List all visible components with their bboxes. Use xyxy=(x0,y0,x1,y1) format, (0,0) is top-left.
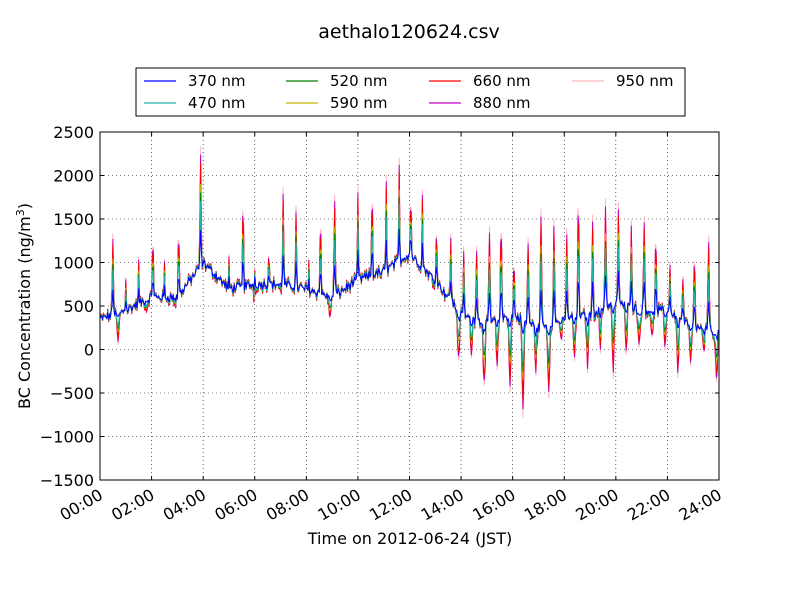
x-tick-label: 00:00 xyxy=(57,485,106,525)
tick-marks xyxy=(99,131,720,481)
legend-label: 520 nm xyxy=(330,72,388,90)
y-tick-label: −1500 xyxy=(40,471,94,490)
y-tick-label: 500 xyxy=(63,297,94,316)
legend-label: 880 nm xyxy=(473,94,531,112)
series-layer xyxy=(100,146,719,418)
x-tick-label: 08:00 xyxy=(263,485,312,525)
x-tick-label: 22:00 xyxy=(624,485,673,525)
x-tick-label: 20:00 xyxy=(572,485,621,525)
chart-title: aethalo120624.csv xyxy=(318,21,500,43)
y-axis-label-base: BC Concentration (ng/m xyxy=(15,216,34,409)
legend: 370 nm 470 nm 520 nm 590 nm 660 nm 880 nm 950 … xyxy=(135,67,686,117)
x-tick-label: 06:00 xyxy=(211,485,260,525)
legend-label: 370 nm xyxy=(188,72,246,90)
y-tick-label: 0 xyxy=(84,341,94,360)
y-axis-label-tail: ) xyxy=(15,203,34,209)
x-tick-label: 14:00 xyxy=(418,485,467,525)
series-line-370-nm xyxy=(100,228,719,341)
y-tick-label: 2000 xyxy=(53,167,94,186)
legend-label: 660 nm xyxy=(473,72,531,90)
y-tick-label: 1000 xyxy=(53,254,94,273)
legend-label: 590 nm xyxy=(330,94,388,112)
x-tick-labels: 00:00 02:00 04:00 06:00 08:00 10:00 12:00 14:00… xyxy=(57,485,725,525)
legend-label: 950 nm xyxy=(616,72,674,90)
x-tick-label: 10:00 xyxy=(314,485,363,525)
y-tick-label: 2500 xyxy=(53,123,94,142)
x-tick-label: 02:00 xyxy=(108,485,157,525)
x-tick-label: 16:00 xyxy=(469,485,518,525)
y-tick-labels: −1500 −1000 −500 0 500 1000 1500 2000 2500 xyxy=(40,123,94,490)
x-tick-label: 12:00 xyxy=(366,485,415,525)
y-axis-label-superscript: 3 xyxy=(14,209,27,216)
x-tick-label: 04:00 xyxy=(160,485,209,525)
x-tick-label: 18:00 xyxy=(521,485,570,525)
legend-label: 470 nm xyxy=(188,94,246,112)
y-tick-label: −1000 xyxy=(40,428,94,447)
y-axis-label: BC Concentration (ng/m3) xyxy=(14,203,34,409)
x-axis-label: Time on 2012-06-24 (JST) xyxy=(307,529,512,548)
x-tick-label: 24:00 xyxy=(676,485,725,525)
y-tick-label: −500 xyxy=(50,384,94,403)
y-tick-label: 1500 xyxy=(53,210,94,229)
legend-box xyxy=(135,67,686,117)
